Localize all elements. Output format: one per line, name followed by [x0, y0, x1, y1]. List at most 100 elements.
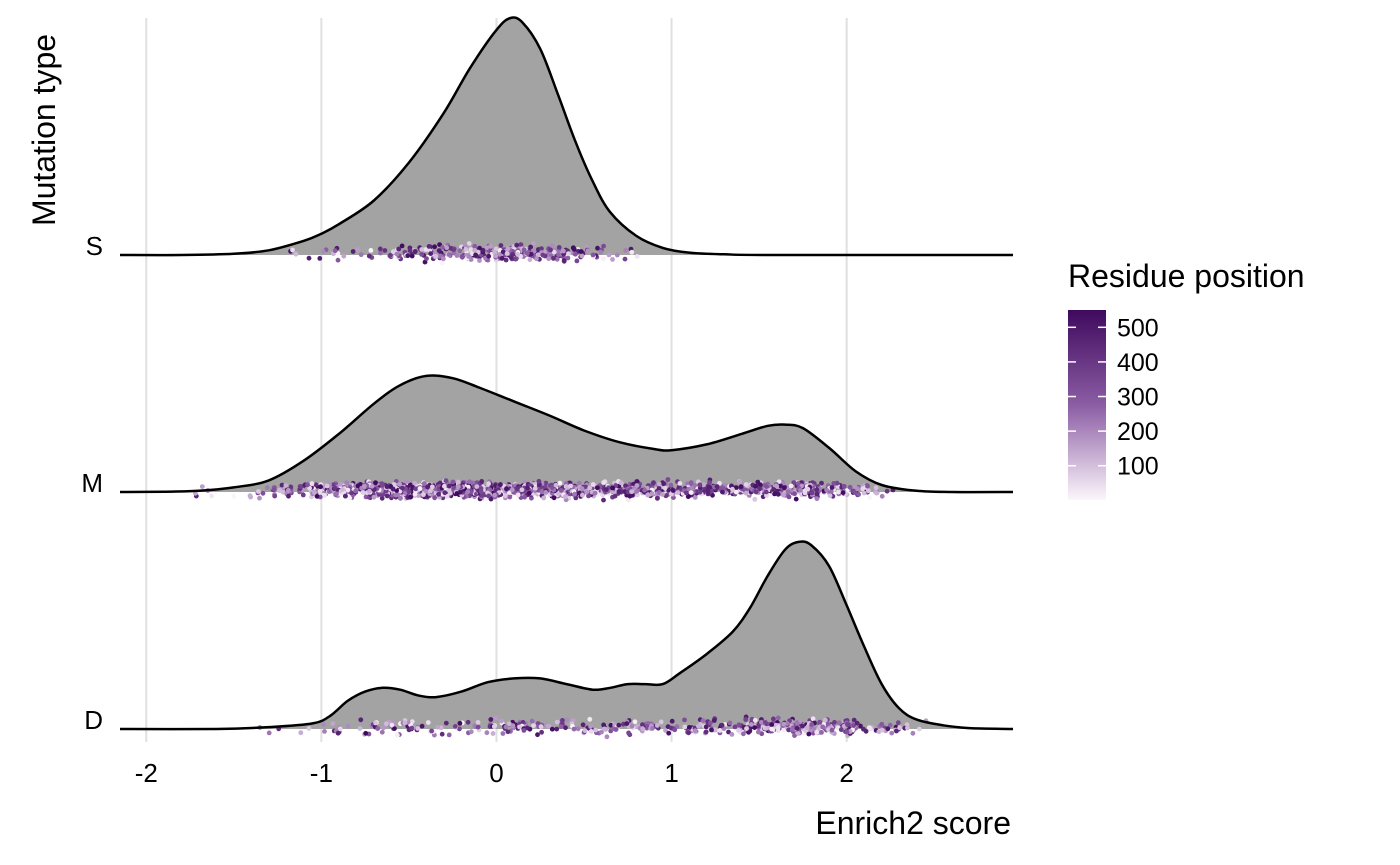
jitter-point [829, 727, 835, 733]
jitter-point [403, 490, 408, 496]
jitter-point [895, 720, 901, 726]
jitter-point [590, 482, 596, 487]
jitter-point [626, 497, 631, 503]
jitter-point [743, 717, 749, 722]
jitter-point [425, 720, 431, 725]
jitter-point [874, 490, 880, 496]
jitter-point [474, 484, 480, 489]
jitter-point [450, 479, 456, 485]
jitter-point [744, 726, 749, 731]
jitter-point [344, 480, 349, 486]
jitter-point [347, 495, 353, 501]
jitter-point [549, 726, 555, 732]
jitter-point [305, 482, 310, 488]
jitter-point [444, 245, 450, 251]
jitter-point [532, 486, 538, 491]
jitter-point [423, 247, 429, 252]
jitter-point [519, 487, 525, 493]
jitter-point [384, 493, 390, 499]
jitter-point [490, 731, 496, 736]
jitter-point [324, 483, 330, 489]
jitter-point [582, 728, 588, 733]
legend-tick-label: 400 [1117, 349, 1159, 377]
points-S [288, 241, 640, 266]
jitter-point [873, 485, 879, 491]
jitter-point [298, 730, 304, 736]
jitter-point [479, 479, 485, 484]
jitter-point [439, 731, 445, 737]
jitter-point [551, 256, 556, 261]
jitter-point [782, 485, 787, 491]
jitter-point [634, 483, 640, 488]
jitter-point [804, 725, 810, 731]
jitter-point [753, 483, 758, 489]
jitter-point [732, 724, 738, 730]
jitter-point [806, 731, 812, 737]
jitter-point [343, 493, 348, 499]
jitter-point [616, 489, 622, 495]
jitter-point [755, 723, 761, 729]
jitter-point [442, 483, 447, 489]
jitter-point [629, 249, 635, 255]
jitter-point [719, 722, 725, 728]
jitter-point [477, 258, 482, 263]
jitter-point [688, 480, 694, 485]
jitter-point [618, 480, 624, 486]
jitter-point [317, 256, 323, 261]
jitter-point [394, 251, 400, 257]
legend-title: Residue position [1068, 258, 1305, 294]
jitter-point [598, 249, 604, 255]
jitter-point [525, 485, 530, 491]
jitter-point [309, 481, 315, 487]
density-outline-M [119, 374, 1014, 494]
jitter-point [256, 489, 261, 494]
jitter-point [417, 486, 423, 492]
jitter-point [565, 255, 571, 261]
jitter-point [506, 721, 512, 727]
jitter-point [802, 490, 808, 496]
legend-colorbar [1068, 310, 1106, 500]
jitter-point [366, 253, 372, 259]
jitter-point [599, 729, 604, 735]
jitter-point [805, 486, 811, 492]
jitter-point [498, 482, 503, 487]
jitter-point [579, 486, 585, 492]
jitter-point [838, 727, 844, 733]
jitter-point [408, 494, 414, 500]
jitter-point [658, 719, 664, 725]
jitter-point [573, 495, 579, 501]
jitter-point [655, 495, 660, 501]
jitter-point [375, 726, 381, 731]
jitter-point [382, 248, 388, 253]
jitter-point [535, 252, 541, 258]
jitter-point [781, 727, 786, 732]
jitter-point [566, 251, 571, 257]
jitter-point [443, 720, 449, 726]
jitter-point [736, 728, 741, 733]
jitter-point [758, 482, 763, 488]
jitter-point [854, 720, 860, 726]
jitter-point [350, 249, 356, 254]
jitter-point [531, 723, 536, 728]
jitter-point [668, 482, 674, 488]
jitter-point [856, 492, 861, 497]
jitter-point [446, 252, 452, 257]
jitter-point [288, 484, 294, 490]
jitter-point [829, 485, 835, 490]
jitter-point [564, 717, 570, 722]
jitter-point [791, 480, 797, 485]
jitter-point [819, 730, 824, 735]
jitter-point [593, 727, 598, 733]
jitter-point [689, 485, 695, 491]
jitter-point [701, 482, 707, 488]
jitter-point [361, 483, 367, 489]
jitter-point [736, 722, 742, 728]
jitter-point [465, 489, 471, 495]
jitter-point [334, 491, 339, 497]
legend-tick-label: 100 [1117, 453, 1159, 481]
jitter-point [510, 723, 516, 728]
jitter-point [604, 487, 609, 493]
jitter-point [855, 486, 860, 492]
jitter-point [518, 242, 524, 248]
jitter-point [491, 724, 497, 729]
